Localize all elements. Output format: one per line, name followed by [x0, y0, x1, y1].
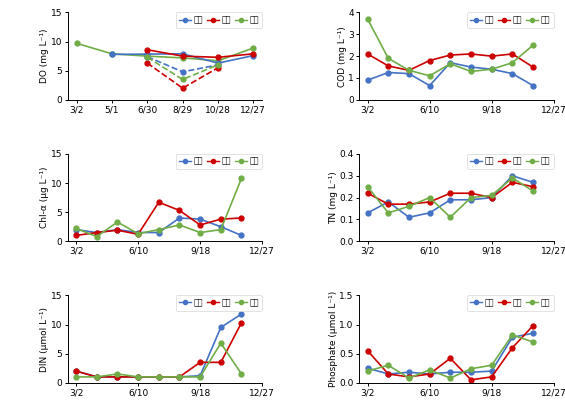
Y-axis label: DIN (μmol L⁻¹): DIN (μmol L⁻¹) — [40, 307, 49, 371]
Y-axis label: Phosphate (μmol L⁻¹): Phosphate (μmol L⁻¹) — [329, 291, 338, 387]
Legend: 통영, 진해, 거제: 통영, 진해, 거제 — [176, 295, 262, 310]
Legend: 통영, 진해, 거제: 통영, 진해, 거제 — [467, 12, 554, 27]
Legend: 통영, 진해, 거제: 통영, 진해, 거제 — [176, 12, 262, 27]
Legend: 통영, 진해, 거제: 통영, 진해, 거제 — [176, 154, 262, 169]
Y-axis label: TN (mg L⁻¹): TN (mg L⁻¹) — [329, 171, 338, 224]
Legend: 통영, 진해, 거제: 통영, 진해, 거제 — [467, 154, 554, 169]
Y-axis label: Chl-α (μg L⁻¹): Chl-α (μg L⁻¹) — [40, 167, 49, 228]
Legend: 통영, 진해, 거제: 통영, 진해, 거제 — [467, 295, 554, 310]
Y-axis label: DO (mg L⁻¹): DO (mg L⁻¹) — [40, 29, 49, 83]
Y-axis label: COD (mg L⁻¹): COD (mg L⁻¹) — [338, 26, 347, 87]
